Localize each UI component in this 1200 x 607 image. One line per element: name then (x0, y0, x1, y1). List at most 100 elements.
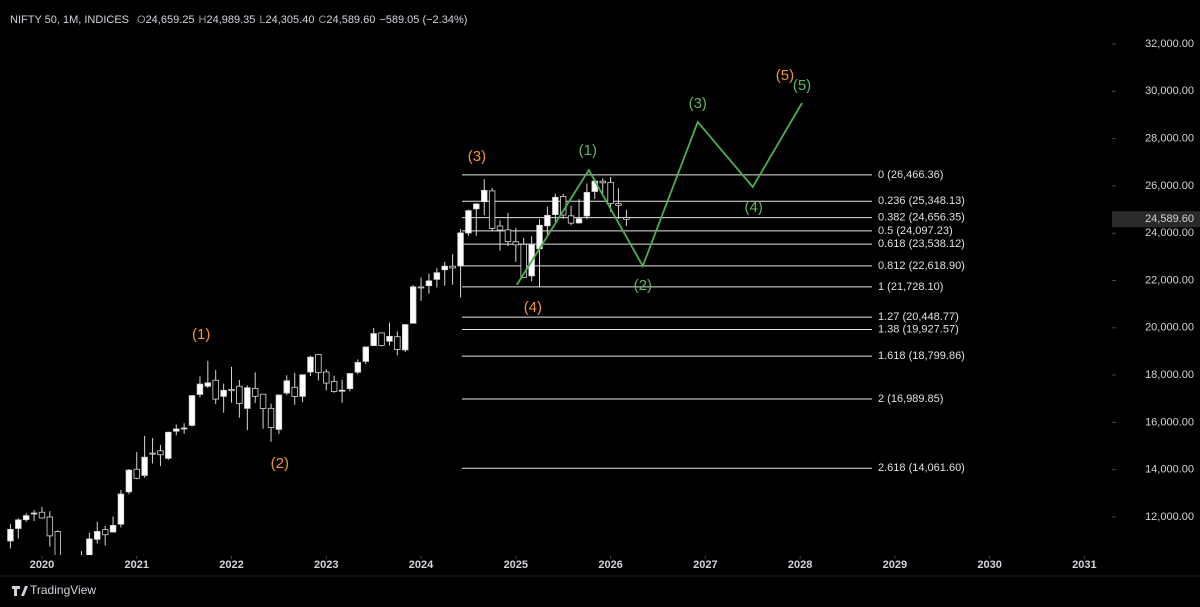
fib-label: 2.618 (14,061.60) (878, 462, 965, 474)
y-tick-label: 22,000.00 (1145, 274, 1194, 286)
candle-body (291, 386, 298, 397)
candle-body (149, 452, 156, 455)
ohlc-label: O (137, 14, 146, 26)
wave-label: (5) (776, 67, 794, 84)
candle-body (457, 232, 464, 267)
x-tick-label: 2021 (125, 559, 149, 571)
candle-body (141, 456, 148, 476)
candle-body (315, 354, 322, 374)
candle-body (441, 265, 448, 271)
last-price-tag (1112, 211, 1200, 228)
candle-body (567, 215, 575, 224)
candle-body (204, 382, 212, 387)
ohlc-value: 24,659.25 (146, 14, 195, 26)
ohlc-label: L (259, 14, 265, 26)
candle-body (180, 427, 188, 430)
candle-body (417, 286, 425, 289)
fib-label: 1.38 (19,927.57) (878, 323, 959, 335)
wave-label: (3) (468, 148, 486, 165)
candle-body (46, 516, 54, 537)
candle-body (394, 336, 401, 350)
candle-body (409, 286, 417, 324)
fib-label: 0.812 (22,618.90) (878, 260, 965, 272)
ohlc-label: C (318, 14, 326, 26)
candle-body (283, 380, 290, 394)
candle-body (275, 394, 283, 430)
candle-body (575, 218, 583, 224)
ohlc-value: 24,589.60 (326, 14, 375, 26)
candle-body (125, 469, 133, 493)
candle-body (22, 515, 30, 521)
symbol: NIFTY 50, 1M, INDICES (10, 14, 129, 26)
change: −589.05 (−2.34%) (379, 14, 467, 26)
y-tick-label: 20,000.00 (1145, 322, 1194, 334)
footer-logo (12, 586, 28, 596)
candle-body (117, 493, 125, 525)
candle-body (583, 192, 591, 217)
candle-body (488, 190, 496, 229)
candle-body (212, 379, 219, 400)
y-tick-label: 28,000.00 (1145, 132, 1194, 144)
candle-body (86, 538, 93, 555)
ohlc-value: 24,305.40 (266, 14, 315, 26)
candle-body (323, 371, 330, 384)
fib-label: 1.27 (20,448.77) (878, 311, 959, 323)
candle-body (473, 203, 480, 210)
candle-body (15, 519, 22, 529)
fib-label: 1 (21,728.10) (878, 281, 943, 293)
candle-body (267, 407, 275, 428)
x-tick-label: 2030 (977, 559, 1001, 571)
candle-body (362, 346, 369, 362)
wave-label: (4) (745, 199, 763, 216)
y-tick-label: 30,000.00 (1145, 85, 1194, 97)
candle-body (307, 356, 314, 373)
y-tick-label: 16,000.00 (1145, 416, 1194, 428)
candle-body (133, 468, 140, 479)
candle-body (228, 389, 235, 392)
candle-body (599, 180, 606, 184)
y-tick-label: 32,000.00 (1145, 38, 1194, 50)
candle-body (244, 387, 251, 409)
candle-body (354, 362, 362, 373)
candle-body (425, 280, 433, 287)
candle-body (252, 388, 259, 397)
candle-body (38, 511, 46, 519)
x-tick-label: 2024 (409, 559, 434, 571)
wave-label: (4) (524, 299, 542, 316)
candle-body (607, 181, 614, 205)
x-tick-label: 2025 (504, 559, 528, 571)
wave-label: (5) (793, 77, 811, 94)
candle-body (188, 395, 196, 426)
candle-body (196, 383, 204, 395)
y-tick-label: 12,000.00 (1145, 511, 1194, 523)
candle-body (433, 272, 441, 280)
x-tick-label: 2028 (788, 559, 812, 571)
fib-label: 0.5 (24,097.23) (878, 225, 953, 237)
footer-brand: TradingView (30, 583, 96, 597)
y-tick-label: 26,000.00 (1145, 180, 1194, 192)
fib-label: 2 (16,989.85) (878, 393, 943, 405)
x-tick-label: 2023 (314, 559, 338, 571)
candle-body (165, 431, 172, 459)
candle-body (544, 215, 551, 227)
candle-body (378, 332, 385, 346)
y-tick-label: 14,000.00 (1145, 464, 1194, 476)
candle-body (30, 512, 38, 515)
candle-body (504, 229, 512, 242)
plot-area (7, 102, 872, 555)
candle-body (220, 389, 227, 397)
ohlc-label: H (199, 14, 207, 26)
fib-label: 0.618 (23,538.12) (878, 238, 965, 250)
x-tick-label: 2031 (1072, 559, 1096, 571)
x-tick-label: 2026 (598, 559, 622, 571)
candle-body (615, 203, 622, 206)
wave-label: (1) (579, 142, 597, 159)
fib-label: 0.382 (24,656.35) (878, 212, 965, 224)
candle-body (101, 529, 109, 536)
candle-body (338, 389, 346, 392)
candle-body (109, 525, 117, 533)
candle-body (346, 373, 354, 390)
ohlc-value: 24,989.35 (206, 14, 255, 26)
